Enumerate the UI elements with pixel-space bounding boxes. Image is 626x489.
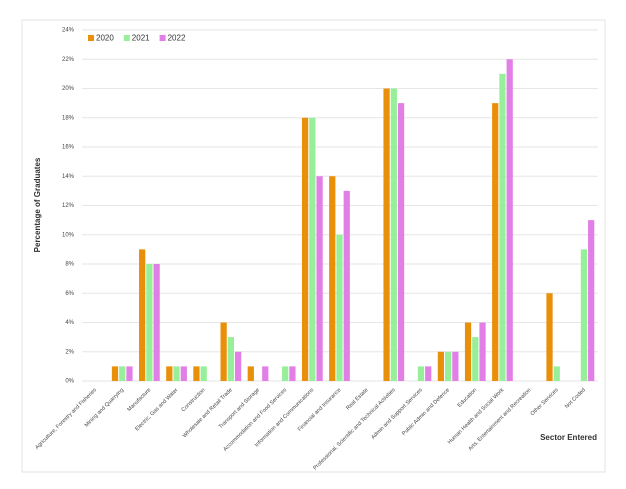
y-tick-label: 0% — [65, 379, 74, 385]
x-tick-label: Human Health and Social Work — [447, 387, 506, 446]
bar — [146, 264, 153, 381]
y-tick-label: 14% — [62, 174, 75, 180]
bar — [546, 293, 553, 381]
bar — [200, 366, 207, 381]
bar — [452, 351, 459, 381]
bar — [336, 234, 343, 381]
bar — [580, 249, 588, 381]
x-tick-label: Admin and Support Services — [370, 387, 424, 441]
bar — [445, 351, 452, 381]
bar — [111, 366, 119, 381]
bar — [417, 366, 425, 381]
bar — [492, 103, 499, 381]
x-axis-title: Sector Entered — [540, 433, 597, 442]
x-tick-label: Manufacture — [126, 387, 152, 413]
bar — [234, 351, 242, 381]
y-tick-label: 20% — [62, 86, 75, 92]
bar — [166, 366, 173, 381]
bar — [425, 366, 432, 381]
legend-swatch — [88, 35, 94, 41]
x-tick-label: Information and Communications — [254, 387, 315, 448]
y-tick-label: 22% — [62, 57, 75, 63]
bar — [289, 366, 296, 381]
y-tick-label: 2% — [65, 349, 74, 355]
bar — [397, 103, 405, 381]
bar — [588, 220, 595, 381]
bar — [479, 322, 486, 381]
bar — [139, 249, 146, 381]
bar — [383, 88, 390, 381]
bar — [553, 366, 560, 381]
y-axis-title: Percentage of Graduates — [33, 157, 42, 252]
legend-label: 2020 — [96, 34, 114, 43]
bar — [247, 366, 254, 381]
y-tick-label: 8% — [65, 262, 74, 268]
bar — [464, 322, 472, 381]
y-tick-label: 16% — [62, 145, 75, 151]
bar — [262, 366, 269, 381]
bar — [472, 337, 479, 381]
bar — [180, 366, 187, 381]
bar — [126, 366, 133, 381]
y-tick-label: 12% — [62, 203, 75, 209]
bar — [316, 176, 323, 381]
bar — [153, 264, 160, 381]
x-tick-label: Not Coded — [564, 387, 587, 410]
legend-label: 2021 — [132, 34, 150, 43]
x-tick-label: Public Admin and Defence — [401, 387, 451, 437]
bar — [390, 88, 397, 381]
x-tick-label: Real Estate — [345, 387, 369, 411]
y-tick-label: 4% — [65, 320, 74, 326]
y-tick-label: 18% — [62, 115, 75, 121]
y-tick-label: 10% — [62, 232, 75, 238]
y-tick-label: 6% — [65, 291, 74, 297]
bar — [301, 117, 309, 381]
bar — [506, 59, 513, 381]
bar — [193, 366, 200, 381]
bar — [227, 337, 234, 381]
chart-frame — [21, 19, 606, 473]
bar — [173, 366, 180, 381]
bar — [329, 176, 336, 381]
bar — [220, 322, 227, 381]
legend-swatch — [123, 35, 130, 41]
bar — [309, 117, 316, 381]
bar — [119, 366, 126, 381]
legend-swatch — [159, 35, 166, 41]
x-tick-label: Education — [457, 387, 479, 409]
bar — [499, 73, 506, 381]
x-tick-label: Construction — [181, 387, 207, 413]
bar — [343, 190, 350, 381]
bar — [282, 366, 289, 381]
x-tick-label: Other Services — [530, 387, 560, 417]
legend-label: 2022 — [168, 34, 186, 43]
y-tick-label: 24% — [62, 28, 75, 34]
bar — [437, 351, 445, 381]
x-tick-label: Wholesale and Retail Trade — [182, 387, 234, 439]
x-tick-label: Arts, Entertainment and Recreation — [468, 387, 533, 452]
